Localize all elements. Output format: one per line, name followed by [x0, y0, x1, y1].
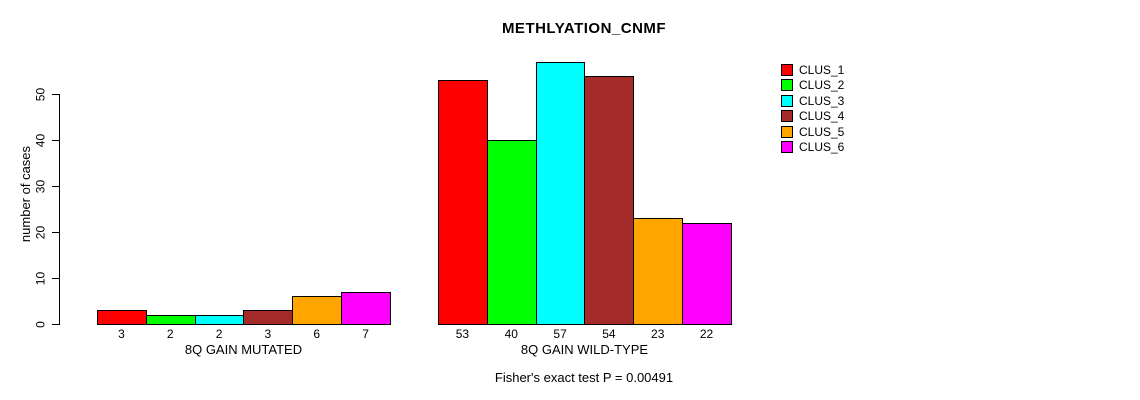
y-tick-label: 20	[33, 225, 48, 239]
bar-clus_2-mutated	[145, 314, 196, 325]
y-tick-mark	[52, 94, 59, 95]
legend-row-clus_3: CLUS_3	[781, 93, 844, 109]
bar-value-label: 3	[118, 327, 125, 341]
legend-label: CLUS_4	[799, 109, 845, 124]
legend: CLUS_1 CLUS_2 CLUS_3 CLUS_4 CLUS_5 CLUS_6	[781, 62, 844, 155]
legend-swatch-icon	[781, 125, 793, 138]
legend-label: CLUS_5	[799, 124, 845, 139]
y-tick-mark	[52, 232, 59, 233]
legend-row-clus_1: CLUS_1	[781, 62, 844, 78]
bar-clus_1-wildtype	[438, 80, 488, 325]
bar-value-label: 53	[455, 327, 470, 341]
chart-title: METHLYATION_CNMF	[501, 20, 667, 37]
footer-annotation: Fisher's exact test P = 0.00491	[494, 370, 674, 385]
legend-swatch-icon	[781, 141, 793, 154]
bar-clus_4-wildtype	[584, 75, 635, 325]
group-label: 8Q GAIN MUTATED	[184, 342, 303, 357]
bar-clus_1-mutated	[97, 310, 147, 325]
y-tick-mark	[52, 186, 59, 187]
legend-row-clus_4: CLUS_4	[781, 109, 844, 125]
bar-value-label: 40	[504, 327, 518, 341]
legend-label: CLUS_3	[799, 93, 845, 108]
bar-clus_3-mutated	[194, 314, 245, 325]
group-label: 8Q GAIN WILD-TYPE	[520, 342, 649, 357]
bar-value-label: 3	[264, 327, 272, 341]
bar-clus_4-mutated	[243, 310, 294, 325]
legend-row-clus_5: CLUS_5	[781, 124, 844, 140]
bar-value-label: 22	[699, 327, 714, 341]
y-tick-label: 0	[33, 320, 48, 328]
legend-swatch-icon	[781, 79, 793, 92]
legend-swatch-icon	[781, 94, 793, 107]
y-tick-label: 30	[33, 179, 48, 193]
y-tick-label: 10	[33, 271, 48, 285]
bar-clus_3-wildtype	[535, 61, 586, 325]
legend-row-clus_6: CLUS_6	[781, 140, 844, 156]
legend-label: CLUS_6	[799, 140, 845, 155]
y-tick-label: 40	[33, 133, 48, 147]
bar-value-label: 23	[651, 327, 665, 341]
y-tick-mark	[52, 140, 59, 141]
bar-value-label: 57	[553, 327, 567, 341]
bar-value-label: 2	[215, 327, 223, 341]
bar-value-label: 54	[602, 327, 616, 341]
y-tick-mark	[52, 278, 59, 279]
legend-label: CLUS_2	[799, 78, 845, 93]
bar-clus_5-wildtype	[633, 218, 684, 325]
bar-clus_6-mutated	[341, 291, 391, 325]
bar-clus_2-wildtype	[486, 140, 537, 325]
y-tick-label: 50	[33, 87, 48, 101]
bar-value-label: 6	[313, 327, 321, 341]
legend-row-clus_2: CLUS_2	[781, 78, 844, 94]
legend-swatch-icon	[781, 110, 793, 123]
bar-value-label: 2	[166, 327, 174, 341]
y-axis-line	[59, 94, 60, 325]
y-tick-mark	[52, 324, 59, 325]
legend-label: CLUS_1	[799, 62, 845, 77]
bar-value-label: 7	[362, 327, 369, 341]
legend-swatch-icon	[781, 63, 793, 76]
bar-clus_5-mutated	[292, 296, 343, 325]
bar-clus_6-wildtype	[682, 222, 732, 325]
